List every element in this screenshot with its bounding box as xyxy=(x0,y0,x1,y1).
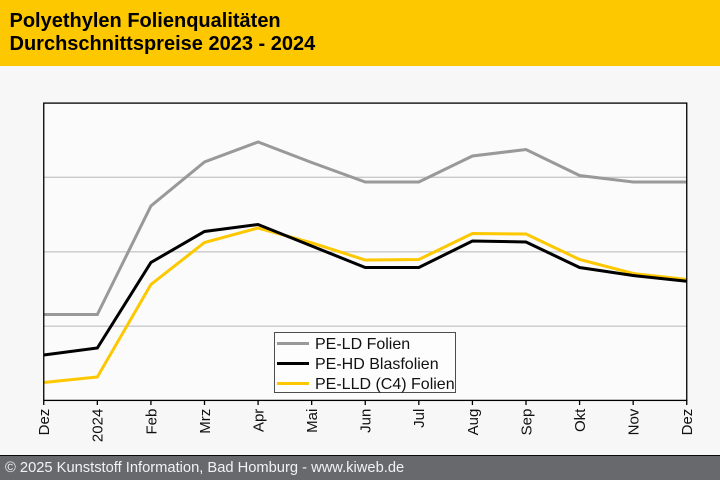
svg-text:Mrz: Mrz xyxy=(197,409,214,434)
svg-text:Feb: Feb xyxy=(143,409,160,435)
svg-text:Jun: Jun xyxy=(358,409,375,433)
svg-text:Nov: Nov xyxy=(626,408,643,435)
svg-text:Jul: Jul xyxy=(411,409,428,428)
svg-text:Dez: Dez xyxy=(679,409,696,436)
svg-text:Aug: Aug xyxy=(465,409,482,436)
svg-text:2024: 2024 xyxy=(90,409,107,442)
svg-text:Dez: Dez xyxy=(36,409,53,436)
svg-text:Apr: Apr xyxy=(250,409,267,432)
svg-text:Sep: Sep xyxy=(518,409,535,436)
svg-text:Mai: Mai xyxy=(304,409,321,433)
svg-text:Okt: Okt xyxy=(572,408,589,432)
